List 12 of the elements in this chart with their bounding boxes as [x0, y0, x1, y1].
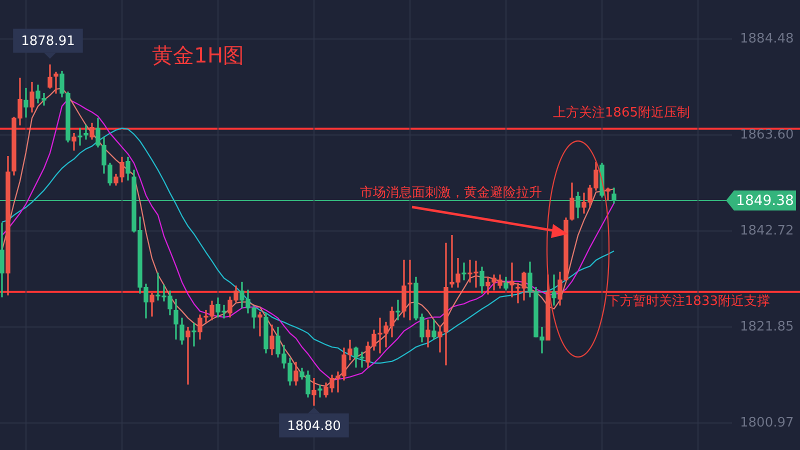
annotation: 1804.80 [287, 418, 341, 434]
y-tick-label: 1821.85 [740, 319, 794, 334]
text: 黄金1H图 [152, 43, 244, 68]
ref-line-label: 上方关注1865附近压制 [552, 104, 690, 121]
ref-line-label: 下方暂时关注1833附近支撑 [606, 292, 770, 309]
y-tick-label: 1800.97 [740, 415, 794, 430]
y-tick-label: 1863.60 [740, 128, 794, 143]
ref-line-label: 1849.38 [736, 193, 794, 210]
y-tick-label: 1842.72 [740, 223, 794, 238]
annotation: 市场消息面刺激，黄金避险拉升 [360, 185, 542, 200]
y-tick-label: 1884.48 [740, 32, 794, 47]
annotation: 1878.91 [21, 34, 75, 50]
